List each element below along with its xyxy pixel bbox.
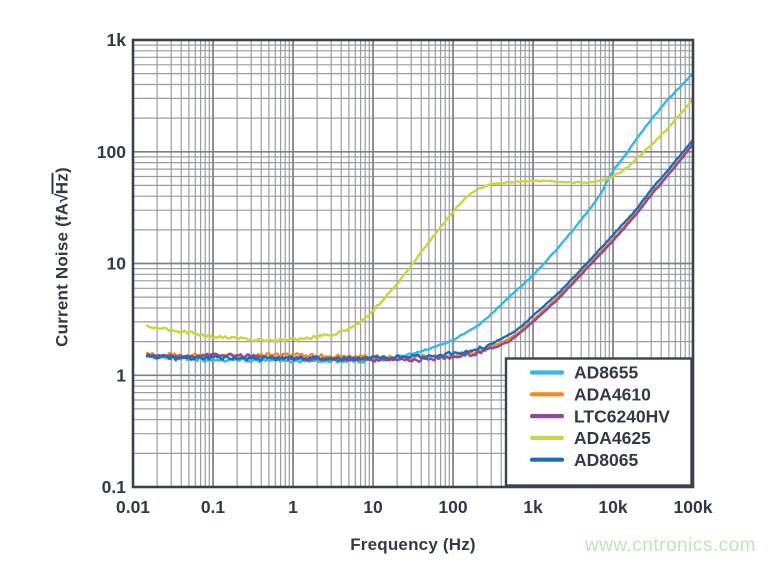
y-tick-label: 100 [97,142,126,162]
x-tick-label: 100k [674,497,713,517]
x-tick-labels: 0.01 0.1 1 10 100 1k 10k 100k [116,497,713,517]
series-ada4625 [145,97,693,344]
x-tick-label: 100 [438,497,467,517]
y-axis-title-pre: Current Noise (fA [52,202,72,347]
watermark: www.cntronics.com [584,535,756,556]
y-tick-label: 1k [107,30,127,50]
series-lines [145,72,693,364]
legend-box [504,357,693,487]
legend-label: ADA4610 [574,385,651,405]
y-tick-label: 0.1 [102,477,127,497]
x-tick-label: 10 [363,497,383,517]
x-tick-label: 10k [598,497,627,517]
series-ad8655 [145,72,693,364]
x-tick-label: 0.1 [201,497,226,517]
legend-item-ltc6240hv: LTC6240HV [529,406,670,426]
x-tick-label: 1 [288,497,298,517]
sqrt-symbol: √ [52,193,72,203]
sqrt-radicand: Hz [51,173,72,195]
y-axis-title: Current Noise (fA√Hz) [51,167,73,347]
legend-item-ada4625: ADA4625 [529,428,651,448]
y-tick-label: 1 [116,365,126,385]
series-ad8065 [145,138,693,362]
legend-label: LTC6240HV [574,406,670,426]
legend-label: ADA4625 [574,428,651,448]
y-axis-title-post: ) [52,167,72,174]
x-tick-label: 0.01 [116,497,150,517]
y-tick-labels: 0.1 1 10 100 1k [97,30,126,497]
y-tick-label: 10 [107,254,127,274]
legend-item-ada4610: ADA4610 [529,385,651,405]
x-tick-label: 1k [523,497,543,517]
legend-label: AD8655 [574,363,638,383]
series-ltc6240hv [145,143,693,363]
legend-item-ad8065: AD8065 [529,450,638,470]
legend-item-ad8655: AD8655 [529,363,638,383]
legend-label: AD8065 [574,450,638,470]
x-axis-title: Frequency (Hz) [350,535,476,554]
plot-border [131,38,695,489]
